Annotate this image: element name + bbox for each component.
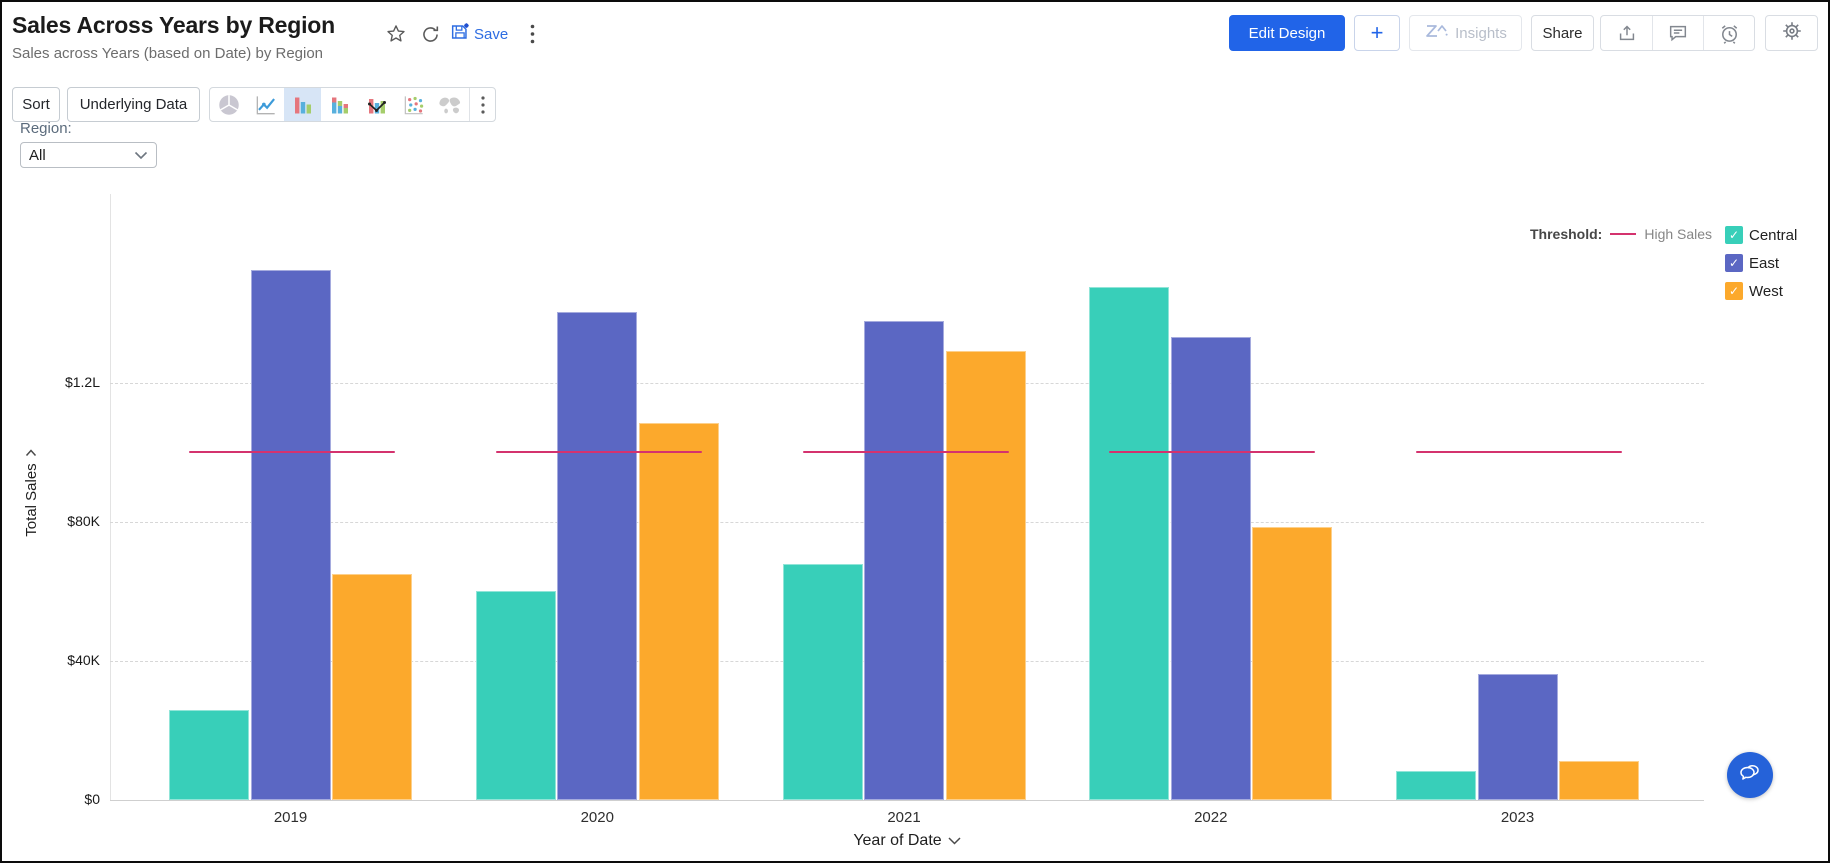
- more-vertical-icon[interactable]: [520, 22, 544, 46]
- chart-type-more-icon[interactable]: [469, 88, 495, 121]
- chart-type-map-icon[interactable]: [432, 88, 469, 121]
- legend-label: West: [1749, 282, 1783, 300]
- threshold-line-2020: [495, 451, 702, 454]
- chart-type-bar-icon[interactable]: [284, 88, 321, 121]
- settings-button[interactable]: [1765, 15, 1818, 51]
- gear-icon: [1780, 19, 1804, 47]
- bar-central-2023[interactable]: [1396, 771, 1476, 800]
- chart-plot-area: [110, 194, 1704, 801]
- bar-east-2022[interactable]: [1170, 337, 1251, 800]
- page-title: Sales Across Years by Region: [12, 12, 335, 38]
- page-subtitle: Sales across Years (based on Date) by Re…: [12, 45, 324, 62]
- bar-west-2022[interactable]: [1252, 527, 1333, 800]
- chart-type-strip: [209, 87, 496, 122]
- x-tick-label-2021: 2021: [887, 809, 921, 826]
- threshold-line-2022: [1109, 451, 1316, 454]
- region-filter-select[interactable]: All: [20, 142, 157, 168]
- chevron-down-icon: [948, 837, 961, 845]
- insights-label: Insights: [1455, 24, 1507, 42]
- chart-type-pie-icon[interactable]: [210, 88, 247, 121]
- region-filter-label: Region:: [20, 120, 72, 137]
- chart-type-bar-line-combo-icon[interactable]: [358, 88, 395, 121]
- bar-central-2022[interactable]: [1089, 287, 1170, 800]
- refresh-icon[interactable]: [418, 22, 442, 46]
- comment-icon[interactable]: [1652, 16, 1703, 50]
- bar-west-2019[interactable]: [332, 574, 412, 800]
- bar-central-2020[interactable]: [475, 591, 556, 800]
- y-tick-label: $1.2L: [64, 373, 100, 390]
- bar-central-2021[interactable]: [782, 564, 863, 800]
- chat-icon: [1737, 761, 1763, 790]
- legend-item-central[interactable]: ✓ Central: [1725, 226, 1797, 244]
- x-tick-label-2022: 2022: [1194, 809, 1228, 826]
- bar-central-2019[interactable]: [169, 710, 249, 800]
- x-axis-title-label: Year of Date: [853, 832, 942, 849]
- bar-west-2020[interactable]: [638, 423, 719, 800]
- edit-design-button[interactable]: Edit Design: [1229, 15, 1345, 51]
- alarm-icon[interactable]: [1703, 16, 1754, 50]
- legend-item-west[interactable]: ✓ West: [1725, 282, 1797, 300]
- y-axis-line: [110, 194, 111, 801]
- bar-east-2020[interactable]: [557, 312, 638, 800]
- x-axis-title[interactable]: Year of Date: [110, 832, 1704, 850]
- y-tick-label: $0: [84, 791, 100, 807]
- save-icon: [449, 21, 471, 48]
- bar-east-2021[interactable]: [864, 321, 944, 800]
- threshold-name: High Sales: [1644, 226, 1713, 242]
- chat-fab-button[interactable]: [1727, 752, 1773, 798]
- chart-legend: ✓ Central ✓ East ✓ West: [1725, 226, 1797, 300]
- region-filter-value: All: [29, 146, 46, 164]
- threshold-line-2019: [189, 451, 395, 454]
- chevron-down-icon: [134, 147, 148, 164]
- bar-west-2023[interactable]: [1559, 761, 1639, 800]
- insights-button[interactable]: Insights: [1409, 15, 1522, 51]
- x-tick-label-2023: 2023: [1500, 809, 1535, 826]
- bar-east-2023[interactable]: [1477, 674, 1558, 800]
- save-label: Save: [474, 26, 509, 43]
- threshold-line-2023: [1416, 451, 1622, 454]
- zia-icon: [1424, 22, 1450, 44]
- legend-checkbox-west[interactable]: ✓: [1725, 282, 1743, 300]
- x-tick-label-2020: 2020: [580, 809, 614, 826]
- export-icon[interactable]: [1601, 16, 1652, 50]
- chart-type-stacked-bar-icon[interactable]: [321, 88, 358, 121]
- sort-button[interactable]: Sort: [12, 87, 60, 122]
- chevron-expand-icon: [25, 449, 37, 457]
- header-icon-group: [1600, 15, 1755, 51]
- bar-west-2021[interactable]: [945, 351, 1026, 800]
- y-axis-title[interactable]: Total Sales: [21, 418, 41, 568]
- legend-checkbox-east[interactable]: ✓: [1725, 254, 1743, 272]
- threshold-line-icon: [1610, 233, 1637, 235]
- star-icon[interactable]: [384, 22, 408, 46]
- legend-checkbox-central[interactable]: ✓: [1725, 226, 1743, 244]
- chart-type-line-icon[interactable]: [247, 88, 284, 121]
- y-tick-label: $80K: [67, 512, 100, 529]
- bar-east-2019[interactable]: [250, 270, 331, 800]
- underlying-data-button[interactable]: Underlying Data: [67, 87, 200, 122]
- chart-type-scatter-icon[interactable]: [395, 88, 432, 121]
- share-button[interactable]: Share: [1531, 15, 1594, 51]
- y-tick-label: $40K: [67, 651, 100, 668]
- x-tick-label-2019: 2019: [273, 809, 308, 826]
- legend-label: East: [1749, 254, 1780, 272]
- save-button[interactable]: Save: [449, 21, 508, 48]
- legend-label: Central: [1749, 226, 1798, 244]
- threshold-legend: Threshold: High Sales: [1530, 226, 1712, 242]
- threshold-label: Threshold:: [1530, 226, 1603, 242]
- threshold-line-2021: [802, 451, 1009, 454]
- add-button[interactable]: +: [1354, 15, 1400, 51]
- legend-item-east[interactable]: ✓ East: [1725, 254, 1797, 272]
- x-axis-line: [110, 800, 1704, 801]
